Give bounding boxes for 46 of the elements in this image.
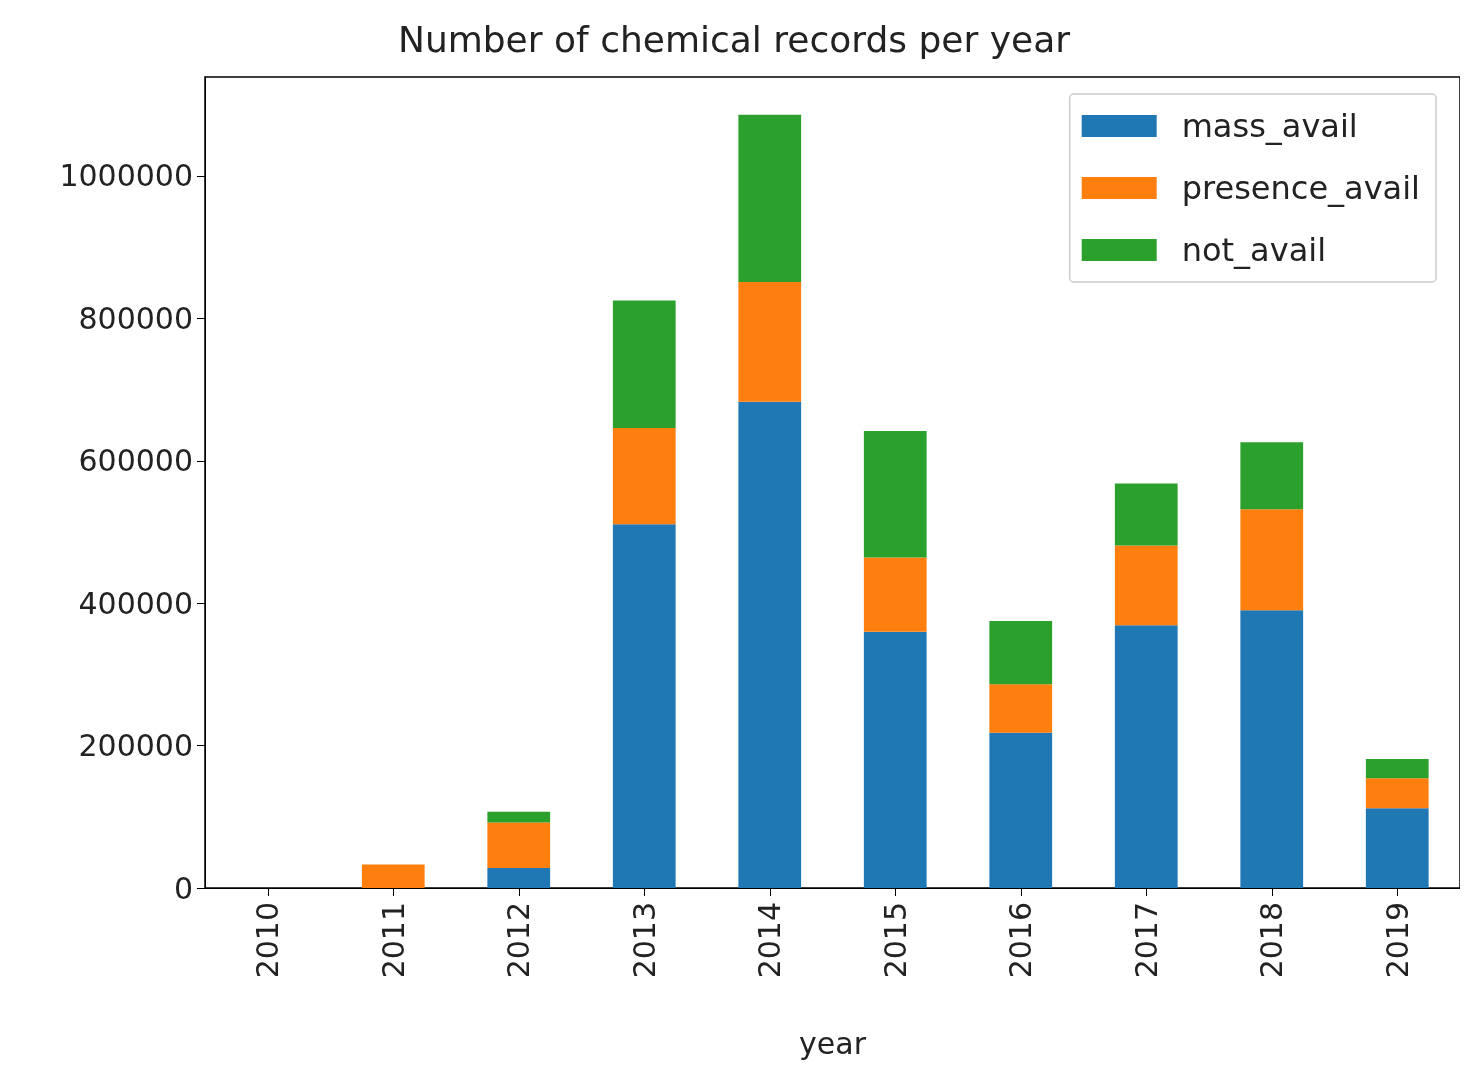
x-tick-label: 2015 [877,902,913,979]
x-tick-label: 2019 [1379,902,1415,979]
x-axis-title: year [799,1025,867,1061]
bar [1240,442,1304,510]
x-tick-label: 2010 [250,902,286,979]
y-tick-label: 600000 [78,443,193,479]
x-tick-label: 2018 [1254,902,1290,979]
bar [989,732,1053,888]
legend-label: presence_avail [1181,169,1420,207]
y-tick-label: 400000 [78,585,193,621]
bar [1240,610,1304,888]
bar [738,114,802,283]
y-tick-label: 0 [173,870,193,906]
bar [612,300,676,429]
bar [1365,808,1429,888]
chart-title: Number of chemical records per year [397,18,1071,60]
bar [1114,625,1178,888]
bar [989,684,1053,733]
bar [612,428,676,525]
bar [863,430,927,558]
x-tick-label: 2017 [1128,902,1164,979]
y-tick-label: 1000000 [59,158,193,194]
x-tick-label: 2014 [752,902,788,979]
bar [487,811,551,823]
bar [738,401,802,888]
bar [1114,545,1178,626]
bar [612,524,676,888]
bar [1365,778,1429,809]
y-tick-label: 200000 [78,728,193,764]
x-tick-label: 2011 [375,902,411,979]
bar [863,631,927,888]
bar [487,868,551,888]
bar [1240,509,1304,611]
bar [738,282,802,402]
bar [989,620,1053,685]
y-tick-label: 800000 [78,300,193,336]
bar [1114,483,1178,546]
x-tick-label: 2016 [1003,902,1039,979]
bar [863,557,927,632]
legend-label: mass_avail [1181,107,1358,145]
x-tick-label: 2012 [501,902,537,979]
bar [487,822,551,869]
legend-label: not_avail [1181,231,1327,269]
bar [361,864,425,888]
x-tick-label: 2013 [626,902,662,979]
bar [1365,759,1429,779]
